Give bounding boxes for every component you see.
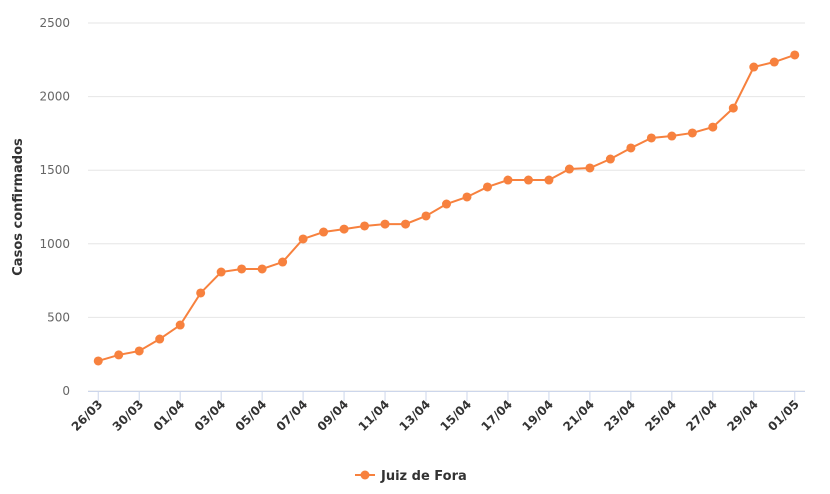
x-tick-label: 15/04 [437,397,474,434]
marker [196,288,206,298]
marker [360,221,370,231]
marker [667,131,677,141]
x-tick-label: 29/04 [724,397,761,434]
x-tick-label: 21/04 [560,397,597,434]
marker [175,320,185,330]
y-tick-label: 500 [47,310,70,324]
x-tick-label: 05/04 [233,397,270,434]
x-tick-label: 17/04 [478,397,515,434]
marker [319,227,329,237]
marker [503,175,513,185]
x-tick-label: 01/05 [765,397,802,434]
x-tick-label: 11/04 [356,397,393,434]
x-tick-label: 25/04 [642,397,679,434]
marker [564,164,574,174]
marker [278,257,288,267]
marker [482,182,492,192]
marker [114,350,124,360]
marker [544,175,554,185]
marker [585,163,595,173]
x-tick-label: 23/04 [601,397,638,434]
y-tick-label: 2000 [39,90,70,104]
x-tick-label: 09/04 [315,397,352,434]
marker [216,267,226,277]
legend-marker [360,470,370,480]
x-tick-label: 07/04 [274,397,311,434]
legend-label: Juiz de Fora [380,469,467,484]
marker [237,264,247,274]
y-tick-label: 0 [62,384,70,398]
marker [155,334,165,344]
y-tick-label: 1500 [39,163,70,177]
y-tick-label: 1000 [39,237,70,251]
marker [93,356,103,366]
marker [401,219,411,229]
y-tick-label: 2500 [39,16,70,30]
x-tick-label: 03/04 [192,397,229,434]
marker [646,133,656,143]
x-tick-label: 01/04 [151,397,188,434]
marker [380,219,390,229]
marker [442,199,451,209]
x-tick-label: 30/03 [110,397,147,434]
marker [421,211,431,221]
x-tick-label: 26/03 [69,397,106,434]
marker [626,143,636,153]
x-tick-label: 13/04 [397,397,434,434]
marker [523,175,533,185]
marker [728,103,738,113]
marker [605,154,615,164]
marker [687,128,697,138]
marker [708,122,718,132]
marker [257,264,267,274]
y-axis-title: Casos confirmados [11,138,26,276]
marker [769,57,779,67]
marker [790,50,800,60]
marker [298,234,308,244]
x-tick-label: 19/04 [519,397,556,434]
marker [462,192,472,202]
marker [134,346,144,356]
marker [339,224,349,234]
x-tick-label: 27/04 [683,397,720,434]
marker [749,62,759,72]
